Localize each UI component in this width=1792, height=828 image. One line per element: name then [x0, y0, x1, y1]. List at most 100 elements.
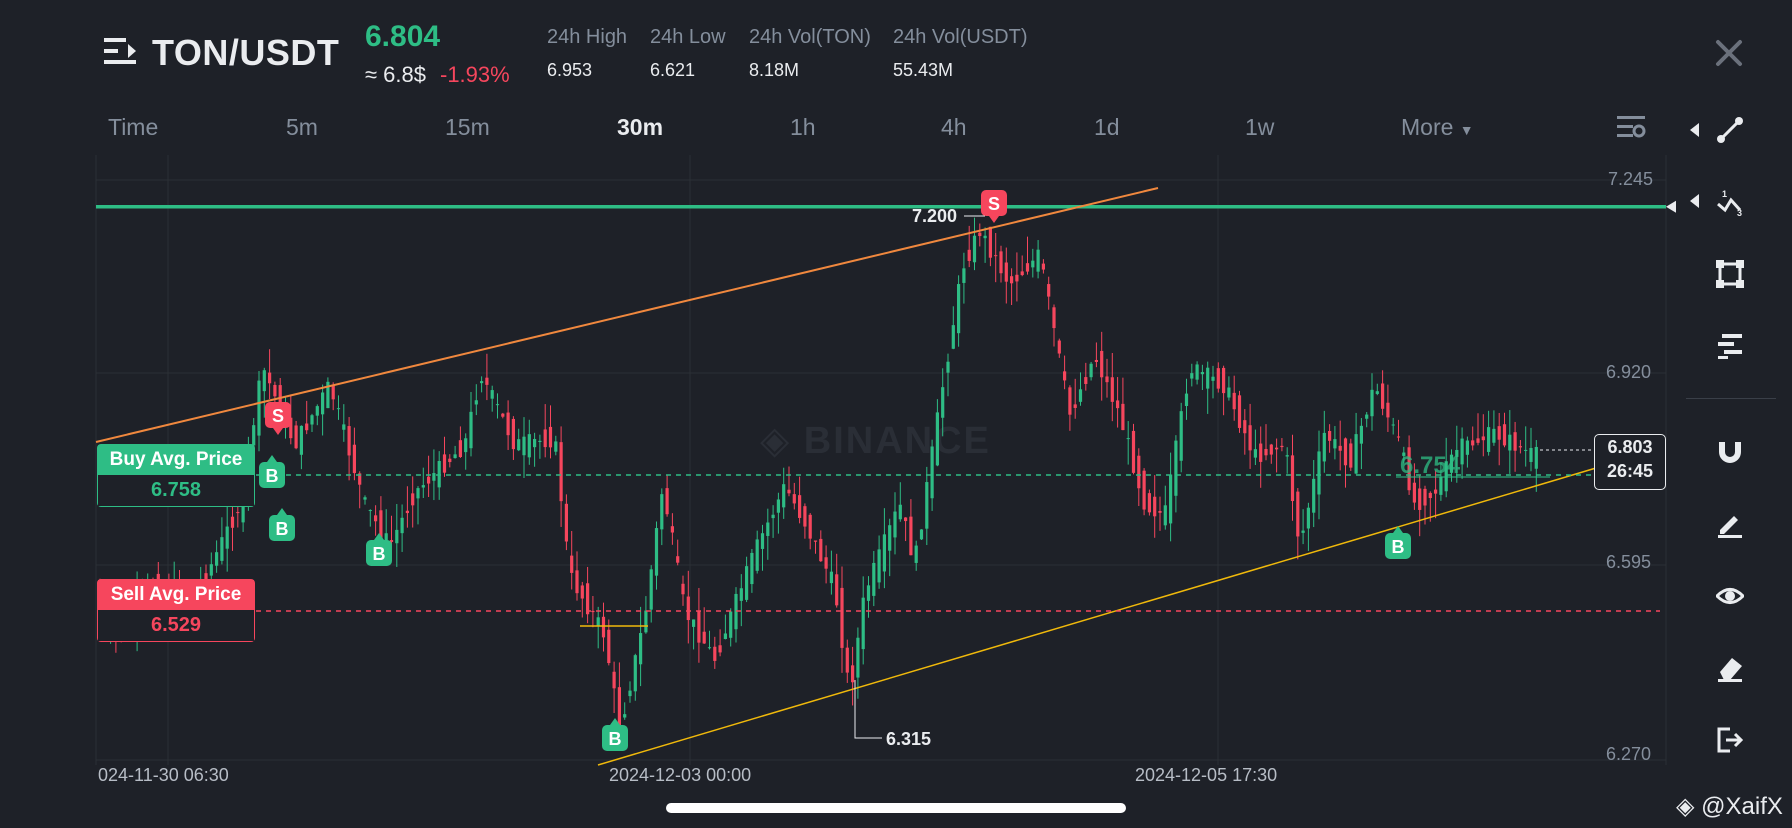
- candle-body: [919, 529, 924, 540]
- candle-body: [824, 557, 828, 569]
- candle-body: [957, 284, 961, 334]
- candle-body: [1391, 424, 1395, 426]
- buy-avg-price-box: Buy Avg. Price 6.758: [97, 444, 255, 507]
- candle-body: [660, 494, 664, 530]
- marker-pointer: [267, 455, 277, 462]
- candle-body: [1227, 387, 1231, 398]
- marker-side-label: B: [276, 519, 289, 539]
- candle-body: [1455, 449, 1459, 457]
- tab-time[interactable]: Time: [108, 114, 159, 140]
- magnet-icon[interactable]: [1716, 438, 1744, 466]
- candle-body: [305, 423, 309, 431]
- candle-body: [384, 533, 388, 543]
- candle-body: [400, 517, 404, 534]
- candle-body: [692, 619, 696, 627]
- chart-settings-icon[interactable]: [1616, 114, 1646, 140]
- binance-logo-icon: ◈: [1676, 793, 1695, 820]
- candle-body: [416, 488, 420, 499]
- exit-icon[interactable]: [1716, 726, 1744, 754]
- tab-1h[interactable]: 1h: [790, 114, 816, 140]
- tab-5m[interactable]: 5m: [286, 114, 318, 140]
- candle-body: [1126, 438, 1130, 440]
- fib-tool-icon[interactable]: 1 3: [1716, 188, 1744, 216]
- candle-body: [1158, 511, 1162, 513]
- pencil-icon[interactable]: [1716, 510, 1744, 538]
- candle-body: [310, 415, 314, 425]
- svg-text:1: 1: [1722, 189, 1727, 199]
- candle-body: [1354, 434, 1358, 474]
- trend-lines: [95, 187, 1676, 766]
- candle-body: [665, 488, 669, 515]
- line-tool-icon[interactable]: [1716, 116, 1744, 144]
- candle-body: [294, 425, 298, 449]
- candle-body: [405, 510, 409, 514]
- candle-body: [739, 588, 743, 601]
- candle-body: [458, 440, 462, 458]
- tab-15m[interactable]: 15m: [445, 114, 490, 140]
- expand-caret-icon[interactable]: [1690, 123, 1699, 137]
- marker-pointer: [989, 216, 999, 223]
- expand-caret-icon[interactable]: [1690, 194, 1699, 208]
- eye-icon[interactable]: [1716, 582, 1744, 610]
- trade-marker-buy: B: [366, 533, 392, 566]
- candle-body: [1418, 488, 1422, 510]
- candle-body: [745, 566, 749, 600]
- candle-body: [851, 665, 855, 683]
- tab-1d[interactable]: 1d: [1094, 114, 1120, 140]
- candle-body: [1471, 440, 1475, 446]
- stat-label-high: 24h High: [547, 26, 628, 48]
- candle-body: [978, 232, 982, 237]
- candle-body: [570, 555, 574, 573]
- candle-body: [517, 439, 521, 451]
- marker-side-label: B: [266, 466, 279, 486]
- candle-body: [1508, 434, 1512, 451]
- candle-body: [866, 585, 871, 601]
- eraser-icon[interactable]: [1716, 654, 1744, 682]
- candle-body: [453, 454, 457, 459]
- candle-body: [554, 441, 558, 452]
- candle-body: [1248, 425, 1252, 451]
- candle-body: [1052, 307, 1056, 329]
- candle-body: [654, 528, 659, 576]
- candle-body: [352, 444, 356, 474]
- candle-body: [760, 533, 765, 549]
- candle-body: [268, 372, 272, 384]
- candle-body: [617, 687, 621, 733]
- candle-body: [374, 515, 378, 522]
- marker-badge: [259, 462, 285, 488]
- candle-body: [437, 460, 441, 488]
- candle-body: [861, 597, 865, 650]
- candle-body: [713, 646, 717, 661]
- tab-1w[interactable]: 1w: [1245, 114, 1275, 140]
- candle-body: [1328, 430, 1332, 441]
- tab-30m[interactable]: 30m: [617, 114, 664, 140]
- candle-body: [1253, 449, 1257, 458]
- change-percent: -1.93%: [440, 62, 510, 87]
- candle-body: [1047, 284, 1051, 297]
- candle-body: [1428, 492, 1432, 499]
- candle-body: [586, 583, 590, 615]
- menu-icon[interactable]: [104, 36, 136, 66]
- home-indicator[interactable]: [666, 803, 1126, 813]
- candle-body: [723, 633, 727, 640]
- candle-body: [1502, 424, 1507, 446]
- tab-4h[interactable]: 4h: [941, 114, 967, 140]
- buy-avg-value: 6.758: [98, 475, 254, 506]
- candle-body: [1343, 438, 1348, 466]
- candle-body: [1137, 455, 1141, 489]
- shape-tool-icon[interactable]: [1716, 260, 1744, 288]
- tab-more[interactable]: More ▼: [1401, 114, 1474, 141]
- text-tool-icon[interactable]: [1716, 332, 1744, 360]
- candle-body: [1036, 249, 1040, 272]
- candle-body: [1084, 377, 1088, 384]
- close-icon[interactable]: [1712, 36, 1746, 70]
- pair-title[interactable]: TON/USDT: [152, 32, 340, 73]
- last-price: 6.804: [365, 20, 441, 53]
- y-tick-label: 6.595: [1606, 552, 1651, 572]
- trade-markers: S B B B B S B: [259, 190, 1411, 751]
- candle-body: [1073, 404, 1077, 408]
- candle-body: [1301, 530, 1305, 533]
- candle-body: [215, 552, 219, 566]
- marker-side-label: S: [272, 406, 284, 426]
- candle-body: [1100, 350, 1104, 378]
